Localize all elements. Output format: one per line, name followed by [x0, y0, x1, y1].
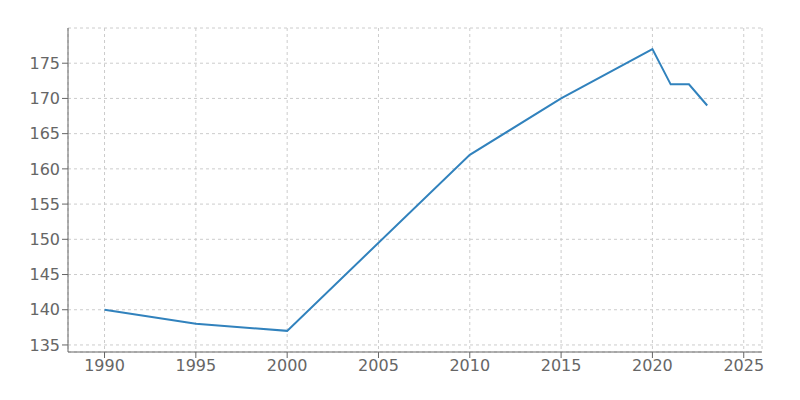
svg-text:135: 135 — [29, 336, 60, 355]
svg-text:145: 145 — [29, 265, 60, 284]
svg-text:160: 160 — [29, 160, 60, 179]
svg-text:2015: 2015 — [541, 356, 582, 375]
svg-text:155: 155 — [29, 195, 60, 214]
svg-text:150: 150 — [29, 230, 60, 249]
svg-text:2025: 2025 — [723, 356, 764, 375]
svg-text:1990: 1990 — [84, 356, 125, 375]
svg-text:170: 170 — [29, 89, 60, 108]
svg-text:2010: 2010 — [449, 356, 490, 375]
svg-text:2000: 2000 — [267, 356, 308, 375]
svg-text:2005: 2005 — [358, 356, 399, 375]
svg-text:2020: 2020 — [632, 356, 673, 375]
svg-text:1995: 1995 — [175, 356, 216, 375]
svg-text:175: 175 — [29, 54, 60, 73]
svg-text:140: 140 — [29, 300, 60, 319]
svg-text:165: 165 — [29, 124, 60, 143]
